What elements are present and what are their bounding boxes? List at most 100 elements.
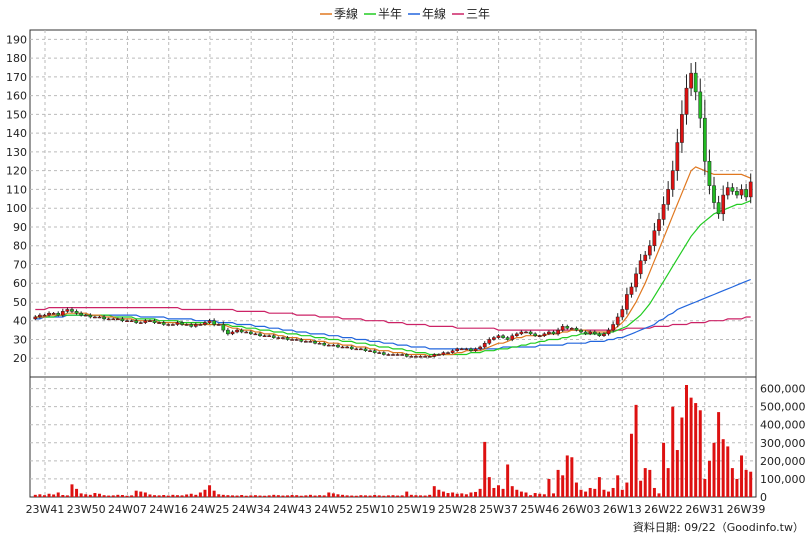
candle-body: [138, 322, 143, 324]
candle: [47, 311, 51, 317]
candle: [725, 181, 730, 200]
volume-bar: [331, 493, 335, 497]
candle-body: [276, 337, 281, 339]
volume-bar: [441, 491, 445, 497]
candle: [625, 287, 629, 315]
candle: [565, 324, 570, 330]
candle: [693, 62, 698, 101]
candle: [244, 330, 249, 334]
candle: [721, 185, 726, 221]
three-year-line: [35, 307, 751, 331]
candle: [363, 347, 368, 352]
candle: [629, 282, 634, 298]
candle: [556, 327, 560, 336]
candle: [643, 251, 648, 264]
candle-body: [496, 335, 501, 338]
volume-tick-label: 300,000: [760, 437, 806, 450]
candle-body: [326, 344, 331, 347]
candle-body: [707, 161, 712, 186]
volume-tick-label: 600,000: [760, 383, 806, 396]
candle: [56, 311, 61, 317]
volume-bar: [556, 469, 560, 497]
volume-bar: [730, 468, 734, 497]
volume-bar: [56, 492, 60, 497]
candle: [588, 330, 593, 336]
volume-bar: [148, 494, 152, 497]
volume-bar: [88, 494, 92, 497]
candle: [707, 149, 712, 195]
candle: [184, 323, 189, 326]
candle: [93, 315, 97, 319]
candle: [574, 326, 579, 332]
candle-body: [400, 354, 405, 356]
candle: [597, 332, 602, 337]
volume-tick-label: 400,000: [760, 419, 806, 432]
volume-bar: [226, 495, 230, 497]
candle: [157, 321, 161, 324]
candle-body: [446, 352, 450, 354]
candle-body: [331, 344, 336, 347]
candle: [528, 330, 533, 336]
volume-bar: [629, 433, 633, 497]
x-tick-label: 25W19: [397, 503, 436, 516]
volume-bar: [524, 492, 528, 497]
candle-body: [248, 331, 253, 335]
candle-body: [409, 356, 414, 358]
candle: [735, 186, 739, 199]
volume-bar: [487, 477, 491, 497]
volume-bar: [153, 495, 157, 497]
candle-body: [634, 273, 638, 288]
volume-bar: [290, 495, 294, 497]
candle-body: [47, 312, 51, 316]
x-tick-label: 23W50: [67, 503, 106, 516]
candle: [138, 321, 143, 324]
volume-bar: [93, 493, 97, 497]
volume-bar: [185, 494, 189, 497]
candle-body: [464, 348, 469, 351]
volume-bar: [671, 406, 675, 497]
candle: [537, 334, 542, 337]
legend-item-t: 三年: [452, 7, 490, 21]
candle: [611, 321, 615, 333]
candle-body: [606, 329, 611, 335]
candle-body: [42, 314, 47, 317]
candle-body: [244, 331, 249, 334]
volume-tick-label: 100,000: [760, 473, 806, 486]
volume-bar: [451, 492, 455, 497]
candle: [592, 330, 597, 336]
volume-bar: [249, 495, 253, 497]
legend-label-q: 季線: [334, 6, 358, 21]
candle: [409, 355, 414, 358]
candle-body: [313, 341, 317, 344]
volume-bar: [189, 493, 193, 497]
candle-body: [171, 324, 175, 326]
candle-body: [629, 286, 634, 295]
candle: [514, 332, 519, 337]
price-axis: 20 30 40 50 60 70 80 90 100 110 120 130 140 150 160 170…: [6, 33, 27, 365]
candle-body: [175, 322, 180, 325]
candle-body: [748, 181, 753, 198]
candle: [377, 351, 382, 354]
candle-body: [143, 320, 148, 323]
volume-axis: 0 100,000 200,000 300,000 400,000 500,000 600,…: [760, 383, 806, 504]
data-date-footer: 資料日期: 09/22（Goodinfo.tw）: [633, 520, 804, 534]
candle: [189, 322, 194, 328]
candle-body: [510, 335, 515, 340]
x-axis: 23W41 23W50 24W07 24W16 24W25 24W34 24W43 24W52…: [26, 503, 766, 516]
legend-item-q: 季線: [320, 6, 358, 21]
candle-body: [693, 72, 698, 93]
volume-bar: [308, 494, 312, 497]
volume-bar: [47, 493, 51, 497]
candle-body: [725, 187, 730, 196]
candle-body: [359, 348, 363, 351]
candle: [680, 100, 684, 153]
volume-bar: [386, 495, 390, 497]
candle-body: [597, 333, 602, 336]
candle-body: [56, 312, 61, 316]
candle: [166, 323, 171, 326]
volume-bar: [547, 478, 551, 497]
candle-body: [533, 333, 538, 336]
volume-bar: [175, 495, 179, 497]
candle: [134, 318, 139, 324]
candle-body: [79, 312, 84, 316]
